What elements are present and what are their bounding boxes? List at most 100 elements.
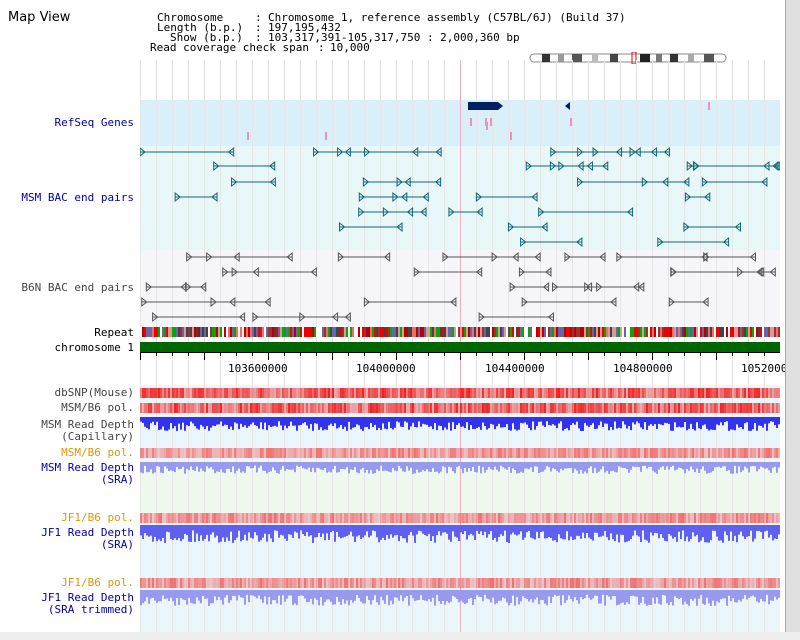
jf1-depth-sra-bar <box>254 525 256 533</box>
msm-b6-pol2-cell <box>538 448 540 458</box>
jf1-depth-sra-bar <box>710 525 712 541</box>
jf1-b6-pol2-cell <box>424 578 426 588</box>
msm-depth-cap-bar <box>730 417 732 430</box>
jf1-b6-pol-cell <box>626 513 628 523</box>
jf1-b6-pol2-cell <box>512 578 514 588</box>
jf1-b6-pol-cell <box>554 513 556 523</box>
msm-b6-pol2-cell <box>298 448 300 458</box>
dbsnp-cell <box>684 388 686 398</box>
jf1-b6-pol2-cell <box>620 578 622 588</box>
jf1-depth-sra-bar <box>278 525 280 538</box>
msm-depth-cap-bar <box>344 417 346 427</box>
track-label-refseq[interactable]: RefSeq Genes <box>54 116 134 129</box>
msm-b6-pol2-cell <box>520 448 522 458</box>
jf1-b6-pol-cell <box>152 513 154 523</box>
msm-depth-sra-bar <box>670 462 672 467</box>
b6n-bac-pair-end <box>670 266 677 278</box>
msm-depth-cap-bar <box>168 417 170 430</box>
msm-depth-cap-bar <box>212 417 214 426</box>
msm-b6-pol2-cell <box>286 448 288 458</box>
msm-depth-cap-bar <box>566 417 568 429</box>
msm-depth-sra-bar <box>414 462 416 474</box>
jf1-b6-pol-cell <box>348 513 350 523</box>
repeat-segment <box>338 327 340 337</box>
msm-depth-cap-bar <box>716 417 718 425</box>
jf1-b6-pol2-cell <box>754 578 756 588</box>
jf1-depth-sra-bar <box>258 525 260 542</box>
msm-b6-pol2-cell <box>190 448 192 458</box>
jf1-depth-sra-bar <box>752 525 754 542</box>
jf1-b6-pol2-cell <box>376 578 378 588</box>
jf1-depth-sra-bar <box>296 525 298 533</box>
msm-depth-cap-bar <box>770 417 772 422</box>
jf1-depth-sra-bar <box>260 525 262 541</box>
msm-b6-pol-cell <box>212 403 214 413</box>
jf1-b6-pol2-cell <box>542 578 544 588</box>
dbsnp-cell <box>628 388 630 398</box>
repeat-segment <box>452 327 454 337</box>
dbsnp-cell <box>454 388 456 398</box>
msm-b6-pol-cell <box>456 403 458 413</box>
jf1-depth-trim-bar <box>718 590 720 603</box>
jf1-b6-pol-cell <box>762 513 764 523</box>
jf1-b6-pol-cell <box>694 513 696 523</box>
msm-depth-cap-bar <box>682 417 684 428</box>
msm-depth-cap-bar <box>310 417 312 424</box>
msm-depth-cap-bar <box>582 417 584 431</box>
dbsnp-cell <box>732 388 734 398</box>
b6n-bac-pair-end <box>363 296 371 308</box>
msm-depth-cap-bar <box>742 417 744 430</box>
msm-depth-sra-bar <box>518 462 520 474</box>
b6n-bac-pair-end <box>299 311 306 323</box>
repeat-segment <box>214 327 216 337</box>
msm-b6-pol-cell <box>446 403 448 413</box>
repeat-segment <box>722 327 724 337</box>
dbsnp-cell <box>700 388 702 398</box>
jf1-depth-sra-bar <box>738 525 740 535</box>
jf1-depth-trim-bar <box>420 590 422 596</box>
track-label-msm-bac[interactable]: MSM BAC end pairs <box>21 191 134 204</box>
msm-b6-pol-cell <box>248 403 250 413</box>
msm-depth-sra-bar <box>696 462 698 469</box>
msm-depth-sra-bar <box>600 462 602 470</box>
jf1-depth-sra-bar <box>730 525 732 532</box>
b6n-bac-pair-end <box>199 281 207 293</box>
msm-b6-pol2-cell <box>330 448 332 458</box>
vertical-scrollbar[interactable] <box>785 0 800 640</box>
repeat-segment <box>458 327 460 337</box>
dbsnp-cell <box>360 388 362 398</box>
msm-b6-pol-cell <box>628 403 630 413</box>
jf1-b6-pol2-cell <box>526 578 528 588</box>
jf1-b6-pol-cell <box>270 513 272 523</box>
jf1-b6-pol2-cell <box>570 578 572 588</box>
msm-b6-pol-cell <box>514 403 516 413</box>
msm-depth-sra-bar <box>622 462 624 468</box>
jf1-b6-pol-cell <box>382 513 384 523</box>
msm-b6-pol2-cell <box>680 448 682 458</box>
dbsnp-cell <box>554 388 556 398</box>
jf1-b6-pol-cell <box>482 513 484 523</box>
msm-b6-pol2-cell <box>420 448 422 458</box>
jf1-b6-pol2-cell <box>710 578 712 588</box>
track-label-b6n-bac[interactable]: B6N BAC end pairs <box>21 281 134 294</box>
jf1-b6-pol2-cell <box>218 578 220 588</box>
msm-depth-cap-bar <box>470 417 472 426</box>
msm-depth-sra-bar <box>238 462 240 469</box>
msm-b6-pol2-cell <box>488 448 490 458</box>
msm-depth-sra-bar <box>432 462 434 469</box>
jf1-b6-pol-cell <box>272 513 274 523</box>
horizontal-scrollbar[interactable] <box>0 632 800 640</box>
track-label-msm-depth-cap: MSM Read Depth <box>41 418 134 431</box>
dbsnp-cell <box>288 388 290 398</box>
msm-depth-sra-bar <box>218 462 220 472</box>
jf1-depth-sra-bar <box>216 525 218 536</box>
chromosome-ideogram[interactable] <box>528 52 728 64</box>
jf1-b6-pol-cell <box>542 513 544 523</box>
msm-depth-sra-bar <box>372 462 374 474</box>
feature-tracks[interactable] <box>140 96 780 336</box>
msm-b6-pol2-cell <box>646 448 648 458</box>
dbsnp-cell <box>534 388 536 398</box>
jf1-depth-trim-bar <box>258 590 260 596</box>
jf1-b6-pol-cell <box>464 513 466 523</box>
msm-depth-sra-bar <box>484 462 486 473</box>
